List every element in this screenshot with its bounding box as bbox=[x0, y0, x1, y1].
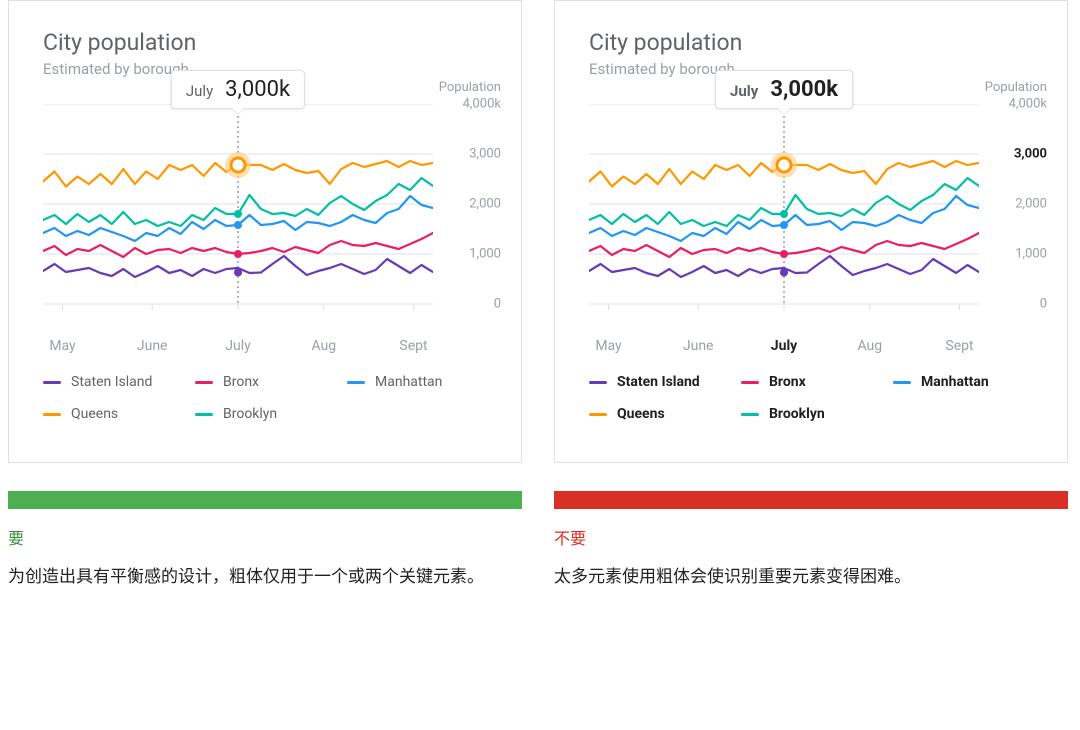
legend-label: Manhattan bbox=[375, 374, 442, 390]
chart-area: Population July 3,000k 4,000k3,0002,0001… bbox=[589, 84, 1047, 354]
y-tick-label: 0 bbox=[1040, 297, 1047, 312]
y-tick-group: 4,000k3,0002,0001,0000 bbox=[441, 104, 501, 304]
legend-label: Staten Island bbox=[617, 374, 700, 390]
y-tick-label: 1,000 bbox=[469, 247, 501, 262]
legend-item: Manhattan bbox=[893, 374, 1009, 390]
y-axis-title: Population bbox=[439, 80, 501, 95]
chart-area: Population July 3,000k 4,000k3,0002,0001… bbox=[43, 84, 501, 354]
tooltip-label: July bbox=[730, 82, 758, 100]
comparison-columns: City population Estimated by borough Pop… bbox=[0, 0, 1080, 591]
x-tick-label: Aug bbox=[311, 338, 336, 354]
chart-card: City population Estimated by borough Pop… bbox=[554, 0, 1068, 463]
x-tick-group: May June July Aug Sept bbox=[43, 328, 433, 354]
legend: Staten Island Bronx Manhattan Queens Bro… bbox=[43, 374, 501, 438]
x-tick-label: Sept bbox=[399, 338, 427, 354]
legend-item: Staten Island bbox=[589, 374, 705, 390]
x-tick-label: Sept bbox=[945, 338, 973, 354]
y-axis-title: Population bbox=[985, 80, 1047, 95]
y-tick-label: 0 bbox=[494, 297, 501, 312]
legend-swatch bbox=[893, 381, 911, 384]
x-tick-label: June bbox=[683, 338, 714, 354]
y-tick-label: 3,000 bbox=[469, 147, 501, 162]
legend-item: Queens bbox=[43, 406, 159, 422]
dont-column: City population Estimated by borough Pop… bbox=[554, 0, 1068, 591]
chart-title: City population bbox=[589, 29, 1047, 56]
y-tick-label: 2,000 bbox=[469, 197, 501, 212]
legend-item: Manhattan bbox=[347, 374, 463, 390]
tooltip-value: 3,000k bbox=[770, 77, 838, 102]
guideline-tag: 要 bbox=[8, 525, 522, 549]
tooltip-value: 3,000k bbox=[225, 77, 290, 102]
x-tick-label: July bbox=[771, 338, 797, 354]
legend-label: Brooklyn bbox=[769, 406, 825, 422]
guideline-description: 为创造出具有平衡感的设计，粗体仅用于一个或两个关键元素。 bbox=[8, 563, 522, 591]
y-tick-group: 4,000k3,0002,0001,0000 bbox=[987, 104, 1047, 304]
legend-swatch bbox=[195, 381, 213, 384]
legend-swatch bbox=[195, 413, 213, 416]
x-tick-label: Aug bbox=[857, 338, 882, 354]
legend: Staten Island Bronx Manhattan Queens Bro… bbox=[589, 374, 1047, 438]
y-tick-label: 4,000k bbox=[463, 97, 501, 112]
chart-card: City population Estimated by borough Pop… bbox=[8, 0, 522, 463]
chart-title: City population bbox=[43, 29, 501, 56]
y-tick-label: 2,000 bbox=[1015, 197, 1047, 212]
guideline-bar bbox=[8, 491, 522, 509]
legend-label: Bronx bbox=[769, 374, 806, 390]
legend-label: Queens bbox=[71, 406, 118, 422]
legend-swatch bbox=[589, 413, 607, 416]
legend-swatch bbox=[43, 381, 61, 384]
legend-swatch bbox=[589, 381, 607, 384]
line-chart-plot bbox=[43, 104, 433, 324]
legend-item: Brooklyn bbox=[741, 406, 857, 422]
x-tick-label: May bbox=[49, 338, 75, 354]
do-column: City population Estimated by borough Pop… bbox=[8, 0, 522, 591]
x-tick-label: July bbox=[225, 338, 250, 354]
y-tick-label: 4,000k bbox=[1009, 97, 1047, 112]
legend-label: Manhattan bbox=[921, 374, 989, 390]
legend-item: Brooklyn bbox=[195, 406, 311, 422]
legend-item: Bronx bbox=[195, 374, 311, 390]
chart-tooltip: July 3,000k bbox=[715, 70, 853, 109]
tooltip-label: July bbox=[186, 82, 213, 100]
legend-label: Queens bbox=[617, 406, 665, 422]
legend-label: Staten Island bbox=[71, 374, 152, 390]
guideline-tag: 不要 bbox=[554, 525, 1068, 549]
chart-tooltip: July 3,000k bbox=[171, 70, 305, 109]
legend-label: Bronx bbox=[223, 374, 259, 390]
guideline-description: 太多元素使用粗体会使识别重要元素变得困难。 bbox=[554, 563, 1068, 591]
x-tick-group: May June July Aug Sept bbox=[589, 328, 979, 354]
legend-swatch bbox=[347, 381, 365, 384]
legend-item: Queens bbox=[589, 406, 705, 422]
legend-item: Staten Island bbox=[43, 374, 159, 390]
legend-swatch bbox=[741, 381, 759, 384]
y-tick-label: 3,000 bbox=[1014, 147, 1047, 162]
legend-swatch bbox=[43, 413, 61, 416]
legend-item: Bronx bbox=[741, 374, 857, 390]
line-chart-plot bbox=[589, 104, 979, 324]
guideline-bar bbox=[554, 491, 1068, 509]
legend-swatch bbox=[741, 413, 759, 416]
x-tick-label: May bbox=[595, 338, 621, 354]
y-tick-label: 1,000 bbox=[1015, 247, 1047, 262]
legend-label: Brooklyn bbox=[223, 406, 277, 422]
x-tick-label: June bbox=[137, 338, 168, 354]
